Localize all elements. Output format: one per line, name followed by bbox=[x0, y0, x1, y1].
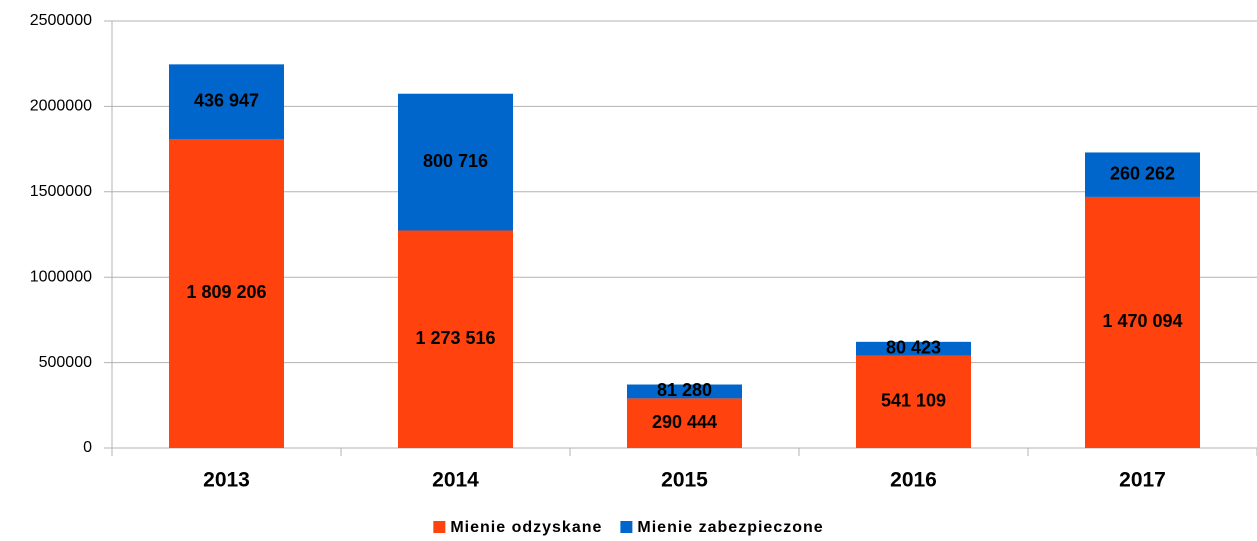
data-label: 541 109 bbox=[881, 391, 946, 411]
data-label: 1 470 094 bbox=[1102, 311, 1182, 331]
bar-segment bbox=[627, 384, 742, 399]
legend-swatch bbox=[620, 521, 633, 533]
legend-swatch bbox=[433, 521, 446, 533]
legend-label: Mienie zabezpieczone bbox=[637, 519, 823, 536]
bar-segment bbox=[627, 398, 742, 448]
data-label: 800 716 bbox=[423, 151, 488, 171]
y-tick-label: 2500000 bbox=[30, 12, 92, 29]
data-label: 436 947 bbox=[194, 90, 259, 110]
y-tick-label: 0 bbox=[83, 439, 92, 456]
data-label: 290 444 bbox=[652, 412, 717, 432]
y-tick-label: 1500000 bbox=[30, 183, 92, 200]
bar-segment bbox=[1085, 152, 1200, 197]
bar-segment bbox=[1085, 196, 1200, 448]
bar-segment bbox=[169, 138, 284, 448]
data-label: 1 809 206 bbox=[186, 282, 266, 302]
y-tick-label: 2000000 bbox=[30, 98, 92, 115]
x-tick-label: 2013 bbox=[203, 469, 250, 492]
bar-segment bbox=[856, 355, 971, 448]
x-tick-label: 2016 bbox=[890, 469, 937, 492]
data-label: 1 273 516 bbox=[415, 328, 495, 348]
x-tick-label: 2017 bbox=[1119, 469, 1166, 492]
bar-segment bbox=[398, 230, 513, 448]
x-tick-label: 2014 bbox=[432, 469, 479, 492]
y-tick-label: 500000 bbox=[39, 354, 92, 371]
x-tick-label: 2015 bbox=[661, 469, 708, 492]
y-tick-label: 1000000 bbox=[30, 268, 92, 285]
bar-segment bbox=[856, 341, 971, 356]
data-label: 260 262 bbox=[1110, 163, 1175, 183]
bar-segment bbox=[169, 64, 284, 139]
bar-segment bbox=[398, 93, 513, 231]
data-label: 80 423 bbox=[886, 337, 941, 357]
data-label: 81 280 bbox=[657, 380, 712, 400]
legend-label: Mienie odzyskane bbox=[450, 519, 602, 536]
